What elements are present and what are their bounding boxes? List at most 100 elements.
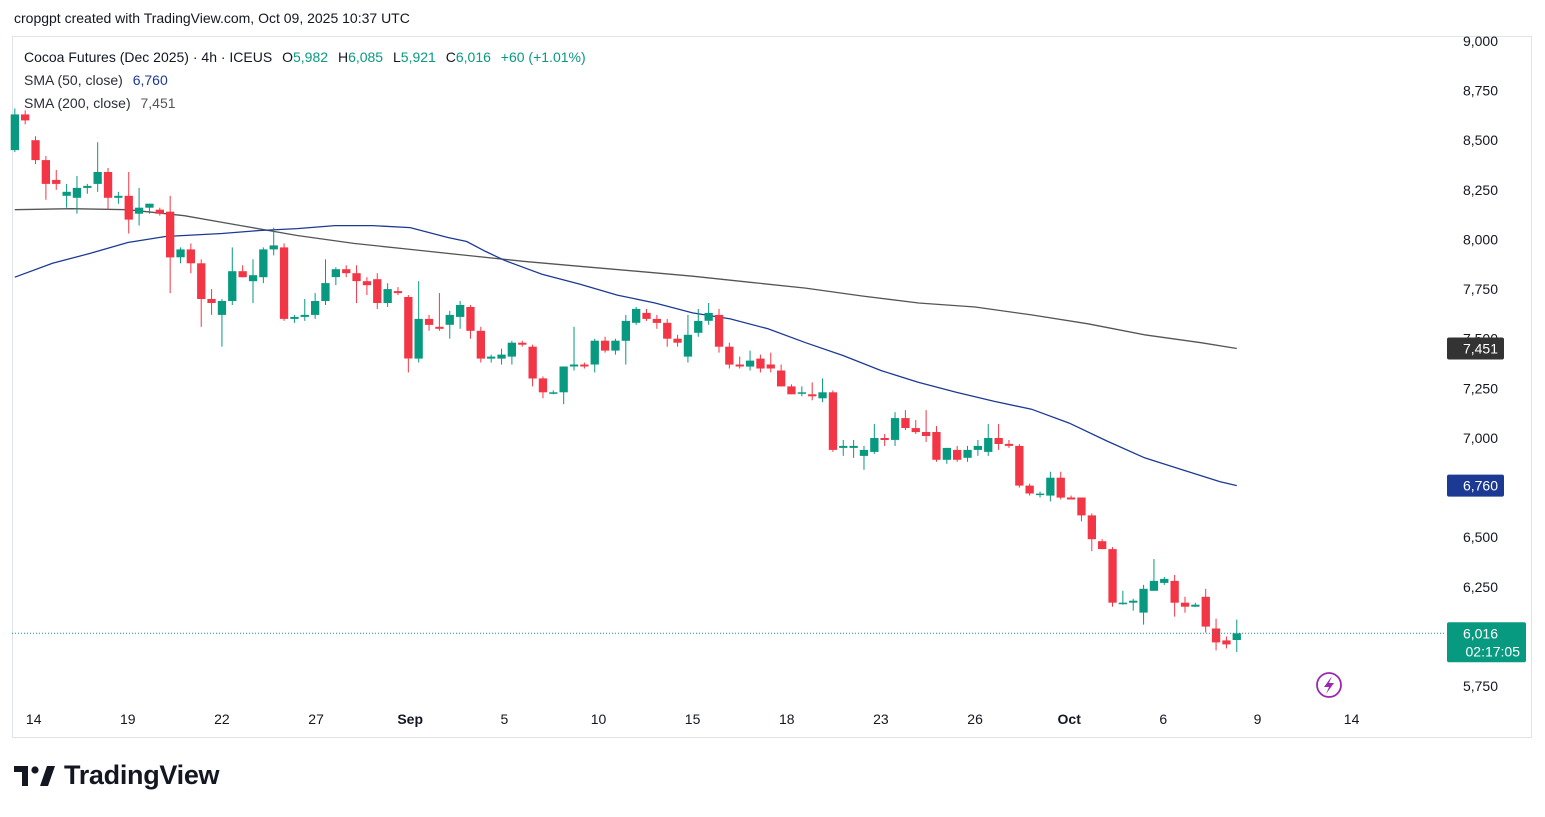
sma50-price-tag[interactable]: 6,760 bbox=[1447, 474, 1504, 497]
candle-81[interactable] bbox=[849, 439, 858, 458]
candle-112[interactable] bbox=[1170, 574, 1179, 617]
candle-80[interactable] bbox=[839, 439, 848, 456]
candle-64[interactable] bbox=[673, 334, 682, 347]
candle-59[interactable] bbox=[621, 314, 630, 365]
candle-8[interactable] bbox=[93, 142, 102, 192]
candle-68[interactable] bbox=[714, 308, 724, 353]
candle-83[interactable] bbox=[870, 424, 879, 454]
candle-87[interactable] bbox=[911, 420, 920, 435]
candle-103[interactable] bbox=[1077, 497, 1086, 522]
candle-104[interactable] bbox=[1087, 513, 1096, 552]
candle-74[interactable] bbox=[777, 364, 786, 387]
candle-34[interactable] bbox=[362, 277, 372, 296]
candle-84[interactable] bbox=[880, 434, 889, 446]
candle-113[interactable] bbox=[1180, 596, 1190, 613]
candle-28[interactable] bbox=[300, 299, 309, 321]
candle-60[interactable] bbox=[632, 306, 641, 325]
candle-110[interactable] bbox=[1149, 559, 1159, 591]
candle-118[interactable] bbox=[1232, 619, 1241, 653]
candle-36[interactable] bbox=[383, 283, 392, 307]
candle-45[interactable] bbox=[476, 326, 485, 363]
candle-22[interactable] bbox=[238, 265, 247, 278]
candle-44[interactable] bbox=[466, 304, 475, 339]
candle-1[interactable] bbox=[21, 110, 30, 125]
candle-20[interactable] bbox=[217, 299, 227, 347]
candle-102[interactable] bbox=[1066, 495, 1076, 500]
candle-30[interactable] bbox=[321, 259, 330, 305]
candle-115[interactable] bbox=[1201, 588, 1210, 633]
candle-3[interactable] bbox=[41, 156, 50, 200]
candle-101[interactable] bbox=[1056, 471, 1065, 500]
candle-99[interactable] bbox=[1035, 491, 1045, 498]
candle-53[interactable] bbox=[559, 366, 568, 405]
candle-4[interactable] bbox=[52, 169, 61, 190]
candle-54[interactable] bbox=[569, 326, 579, 371]
candle-82[interactable] bbox=[859, 445, 869, 470]
candle-38[interactable] bbox=[404, 295, 413, 373]
candle-55[interactable] bbox=[580, 362, 589, 369]
candle-111[interactable] bbox=[1160, 576, 1169, 585]
candle-88[interactable] bbox=[922, 410, 931, 442]
candle-76[interactable] bbox=[797, 386, 806, 397]
candle-70[interactable] bbox=[735, 356, 744, 369]
candle-6[interactable] bbox=[72, 175, 82, 214]
candle-15[interactable] bbox=[166, 195, 175, 294]
candle-78[interactable] bbox=[818, 378, 827, 403]
candle-98[interactable] bbox=[1025, 483, 1034, 496]
candle-37[interactable] bbox=[393, 287, 403, 296]
candle-116[interactable] bbox=[1211, 618, 1221, 651]
candle-90[interactable] bbox=[942, 447, 951, 464]
candle-92[interactable] bbox=[963, 445, 972, 462]
candle-0[interactable] bbox=[10, 108, 19, 153]
candle-21[interactable] bbox=[228, 247, 237, 305]
candle-23[interactable] bbox=[248, 259, 258, 303]
candle-33[interactable] bbox=[352, 265, 361, 303]
candle-65[interactable] bbox=[683, 314, 693, 363]
candle-58[interactable] bbox=[611, 338, 620, 355]
candle-75[interactable] bbox=[787, 384, 796, 395]
candle-100[interactable] bbox=[1046, 471, 1055, 502]
candle-106[interactable] bbox=[1108, 547, 1117, 607]
candle-105[interactable] bbox=[1098, 539, 1107, 550]
candle-35[interactable] bbox=[373, 273, 382, 309]
candle-29[interactable] bbox=[311, 293, 320, 319]
candle-49[interactable] bbox=[518, 340, 527, 347]
candle-61[interactable] bbox=[642, 308, 651, 321]
candle-41[interactable] bbox=[435, 293, 444, 331]
candle-107[interactable] bbox=[1118, 590, 1127, 605]
tradingview-logo[interactable]: TradingView bbox=[14, 760, 220, 791]
candle-96[interactable] bbox=[1004, 439, 1014, 448]
candle-32[interactable] bbox=[342, 265, 351, 278]
candle-63[interactable] bbox=[663, 318, 672, 347]
candle-73[interactable] bbox=[766, 352, 775, 373]
candle-2[interactable] bbox=[31, 136, 40, 165]
candle-42[interactable] bbox=[445, 310, 454, 339]
last-price-tag[interactable]: 6,016 02:17:05 bbox=[1447, 622, 1526, 663]
candle-18[interactable] bbox=[197, 259, 206, 327]
candle-26[interactable] bbox=[279, 243, 289, 321]
candle-77[interactable] bbox=[808, 382, 817, 401]
candle-24[interactable] bbox=[259, 247, 268, 284]
candle-12[interactable] bbox=[134, 187, 144, 226]
candle-56[interactable] bbox=[590, 338, 599, 373]
candle-13[interactable] bbox=[145, 203, 154, 214]
candle-94[interactable] bbox=[984, 424, 993, 456]
candle-66[interactable] bbox=[694, 308, 703, 337]
flash-icon[interactable] bbox=[1316, 672, 1342, 698]
candle-10[interactable] bbox=[114, 191, 123, 204]
sma200-price-tag[interactable]: 7,451 bbox=[1447, 337, 1504, 360]
candle-91[interactable] bbox=[953, 445, 962, 462]
candle-62[interactable] bbox=[652, 314, 661, 329]
candle-114[interactable] bbox=[1191, 602, 1200, 607]
candle-108[interactable] bbox=[1129, 598, 1138, 611]
candle-46[interactable] bbox=[487, 354, 496, 363]
candle-93[interactable] bbox=[973, 439, 982, 456]
candle-48[interactable] bbox=[507, 340, 516, 365]
legend-sma50-row[interactable]: SMA (50, close) 6,760 bbox=[24, 69, 586, 92]
candle-27[interactable] bbox=[290, 314, 299, 323]
candle-40[interactable] bbox=[424, 314, 434, 331]
candle-79[interactable] bbox=[828, 390, 838, 452]
candle-117[interactable] bbox=[1222, 636, 1231, 649]
candle-97[interactable] bbox=[1015, 443, 1024, 488]
